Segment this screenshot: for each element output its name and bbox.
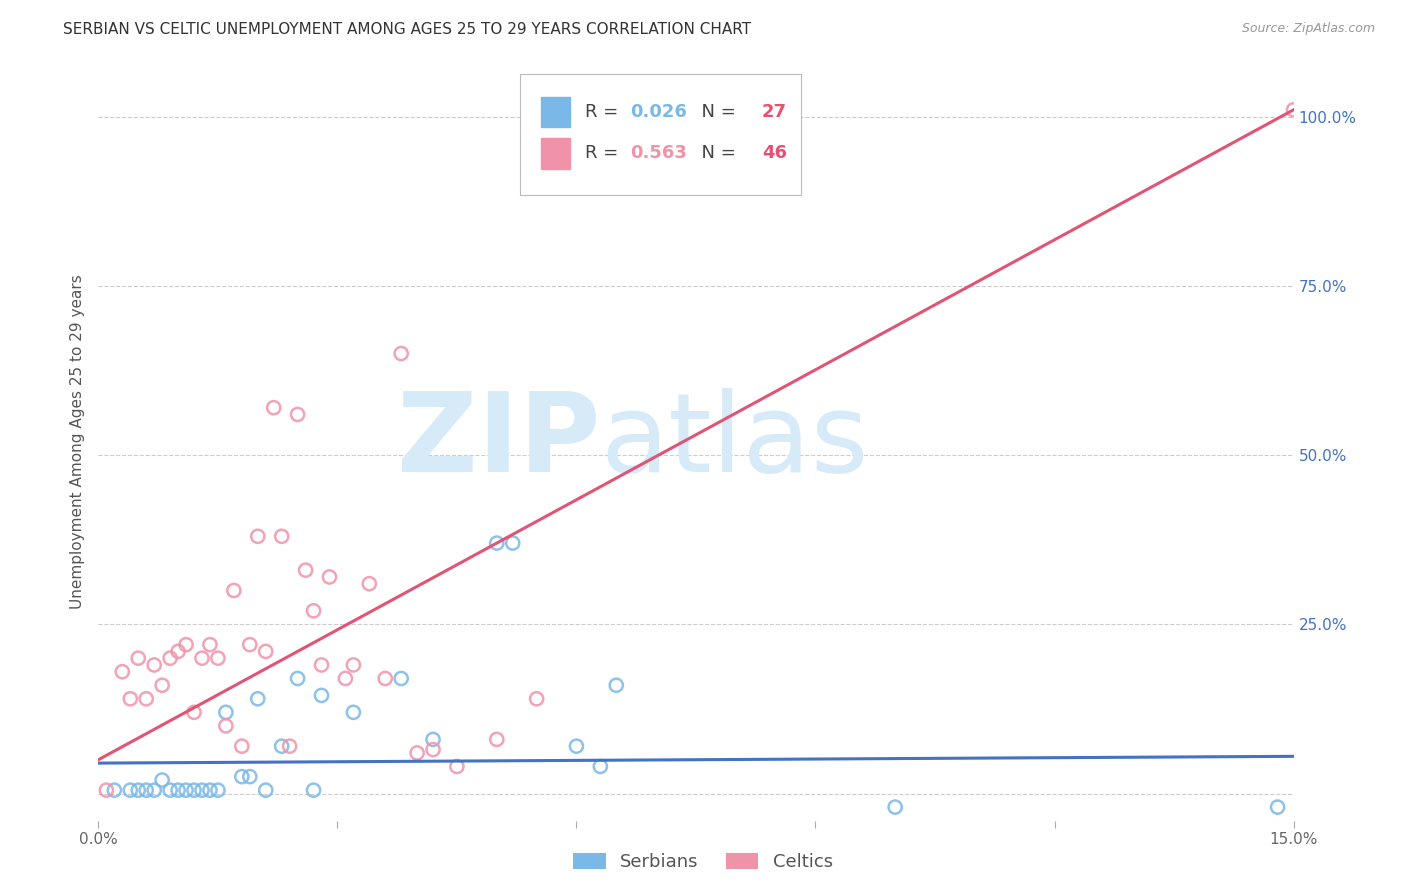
Point: [278, 739, 301, 754]
Point: [167, 644, 190, 658]
Point: [231, 770, 253, 784]
Point: [605, 678, 627, 692]
Text: Source: ZipAtlas.com: Source: ZipAtlas.com: [1241, 22, 1375, 36]
Y-axis label: Unemployment Among Ages 25 to 29 years: Unemployment Among Ages 25 to 29 years: [69, 274, 84, 609]
Legend: Serbians, Celtics: Serbians, Celtics: [567, 846, 839, 879]
Point: [446, 759, 468, 773]
Point: [143, 657, 166, 672]
Point: [389, 346, 412, 360]
Point: [311, 689, 333, 703]
Point: [191, 651, 214, 665]
Point: [159, 651, 181, 665]
Point: [724, 150, 747, 164]
FancyBboxPatch shape: [541, 138, 571, 169]
Point: [191, 783, 214, 797]
Point: [270, 529, 292, 543]
Point: [884, 800, 907, 814]
Point: [103, 783, 125, 797]
Point: [1267, 800, 1289, 814]
Point: [374, 672, 396, 686]
Point: [150, 772, 173, 787]
Text: 27: 27: [762, 103, 787, 120]
Point: [239, 638, 262, 652]
Text: N =: N =: [690, 145, 741, 162]
Point: [246, 529, 269, 543]
Point: [246, 691, 269, 706]
Point: [215, 706, 238, 720]
Point: [526, 691, 548, 706]
Point: [294, 563, 316, 577]
Point: [589, 759, 612, 773]
Point: [359, 576, 381, 591]
Point: [167, 783, 190, 797]
Text: ZIP: ZIP: [396, 388, 600, 495]
Point: [143, 783, 166, 797]
Point: [302, 783, 325, 797]
Point: [127, 651, 149, 665]
Point: [183, 706, 205, 720]
FancyBboxPatch shape: [520, 74, 801, 195]
Text: R =: R =: [585, 145, 624, 162]
Point: [120, 691, 142, 706]
Point: [263, 401, 285, 415]
Point: [111, 665, 134, 679]
FancyBboxPatch shape: [541, 96, 571, 127]
Point: [389, 672, 412, 686]
Point: [422, 742, 444, 756]
Point: [318, 570, 340, 584]
Point: [311, 657, 333, 672]
Point: [302, 604, 325, 618]
Text: 0.026: 0.026: [630, 103, 688, 120]
Point: [135, 783, 157, 797]
Text: 46: 46: [762, 145, 787, 162]
Point: [485, 536, 508, 550]
Point: [254, 783, 277, 797]
Text: N =: N =: [690, 103, 741, 120]
Text: 0.563: 0.563: [630, 145, 688, 162]
Point: [254, 644, 277, 658]
Point: [174, 783, 197, 797]
Text: SERBIAN VS CELTIC UNEMPLOYMENT AMONG AGES 25 TO 29 YEARS CORRELATION CHART: SERBIAN VS CELTIC UNEMPLOYMENT AMONG AGE…: [63, 22, 751, 37]
Point: [215, 719, 238, 733]
Point: [159, 783, 181, 797]
Point: [287, 672, 309, 686]
Point: [565, 739, 588, 754]
Point: [342, 657, 364, 672]
Text: atlas: atlas: [600, 388, 869, 495]
Point: [174, 638, 197, 652]
Point: [502, 536, 524, 550]
Point: [150, 678, 173, 692]
Point: [207, 783, 229, 797]
Point: [198, 783, 221, 797]
Point: [342, 706, 364, 720]
Point: [287, 408, 309, 422]
Point: [96, 783, 118, 797]
Point: [198, 638, 221, 652]
Point: [406, 746, 429, 760]
Point: [1282, 103, 1305, 117]
Point: [270, 739, 292, 754]
Point: [120, 783, 142, 797]
Point: [335, 672, 357, 686]
Point: [135, 691, 157, 706]
Point: [231, 739, 253, 754]
Point: [207, 651, 229, 665]
Point: [422, 732, 444, 747]
Text: R =: R =: [585, 103, 624, 120]
Point: [127, 783, 149, 797]
Point: [239, 770, 262, 784]
Point: [485, 732, 508, 747]
Point: [183, 783, 205, 797]
Point: [222, 583, 245, 598]
